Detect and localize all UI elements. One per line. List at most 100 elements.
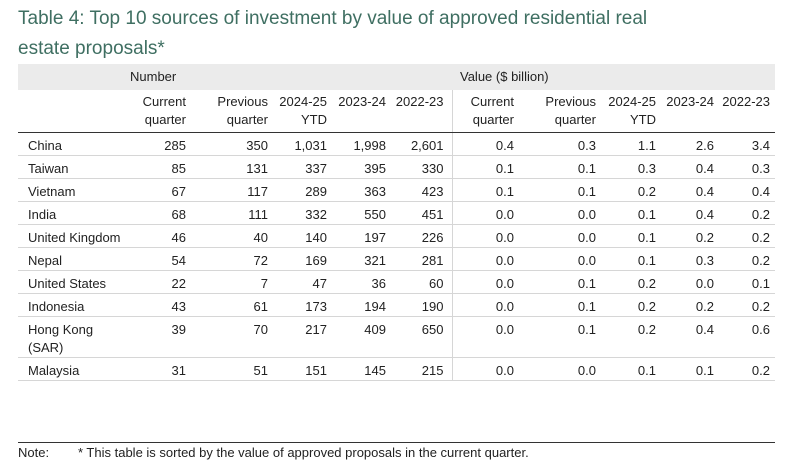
number-cell: 321 [327, 247, 386, 271]
table-row: China 285 350 1,031 1,998 2,601 0.4 0.3 1.1 2.6 3.… [18, 132, 775, 156]
table-row: Hong Kong (SAR) 39 70 217 409 650 0.0 0.1 0.2 0.4… [18, 316, 775, 358]
value-cell: 0.4 [452, 132, 514, 156]
country-cell: Indonesia [18, 293, 130, 317]
number-cell: 54 [130, 247, 186, 271]
value-cell: 0.1 [514, 155, 596, 179]
value-cell: 0.2 [596, 270, 656, 294]
country-cell: India [18, 201, 130, 225]
value-cell: 0.3 [656, 247, 714, 271]
table-row: Taiwan 85 131 337 395 330 0.1 0.1 0.3 0.4 0.3 [18, 155, 775, 179]
table-title: Table 4: Top 10 sources of investment by… [18, 8, 648, 59]
country-cell: Hong Kong (SAR) [18, 316, 130, 358]
value-cell: 0.3 [514, 132, 596, 156]
value-cell: 0.4 [656, 178, 714, 202]
group-header: Number [130, 64, 452, 90]
number-cell: 217 [268, 316, 327, 358]
country-cell: United States [18, 270, 130, 294]
number-cell: 46 [130, 224, 186, 248]
number-cell: 7 [186, 270, 268, 294]
country-cell: Vietnam [18, 178, 130, 202]
column-header: 2024-25 YTD [268, 90, 327, 133]
country-cell: United Kingdom [18, 224, 130, 248]
column-header: 2024-25 YTD [596, 90, 656, 133]
number-cell: 423 [386, 178, 453, 202]
country-cell: Nepal [18, 247, 130, 271]
column-header: 2023-24 [656, 90, 714, 133]
value-cell: 0.2 [656, 293, 714, 317]
value-cell: 0.0 [514, 201, 596, 225]
value-cell: 0.1 [714, 270, 775, 294]
column-header: 2022-23 [386, 90, 453, 133]
table-row: United States 22 7 47 36 60 0.0 0.1 0.2 0.0 0.1 [18, 270, 775, 294]
value-cell: 0.1 [514, 178, 596, 202]
table-row: United Kingdom 46 40 140 197 226 0.0 0.0 0.1 0.2 0… [18, 224, 775, 248]
number-cell: 285 [130, 132, 186, 156]
value-cell: 0.1 [596, 247, 656, 271]
number-cell: 39 [130, 316, 186, 358]
number-cell: 22 [130, 270, 186, 294]
number-cell: 650 [386, 316, 453, 358]
group-header-row: Number Value ($ billion) [18, 64, 775, 90]
number-cell: 1,031 [268, 132, 327, 156]
value-cell: 0.1 [514, 316, 596, 358]
value-cell: 0.2 [596, 178, 656, 202]
value-cell: 0.2 [714, 224, 775, 248]
column-header-row: Current quarter Previous quarter 2024-25 Y… [18, 90, 775, 133]
value-cell: 0.0 [452, 224, 514, 248]
column-header: Current quarter [130, 90, 186, 133]
number-cell: 85 [130, 155, 186, 179]
number-cell: 350 [186, 132, 268, 156]
value-cell: 0.0 [452, 247, 514, 271]
value-cell: 0.1 [452, 155, 514, 179]
number-cell: 51 [186, 357, 268, 381]
value-cell: 0.2 [596, 316, 656, 358]
value-cell: 0.4 [656, 201, 714, 225]
value-cell: 0.3 [596, 155, 656, 179]
note: Note: * This table is sorted by the valu… [18, 442, 775, 465]
blank [18, 64, 130, 90]
number-cell: 451 [386, 201, 453, 225]
value-cell: 0.1 [596, 224, 656, 248]
country-cell: China [18, 132, 130, 156]
value-cell: 0.2 [714, 201, 775, 225]
value-cell: 0.1 [514, 293, 596, 317]
value-cell: 0.0 [452, 270, 514, 294]
number-cell: 111 [186, 201, 268, 225]
table-row: Malaysia 31 51 151 145 215 0.0 0.0 0.1 0.1 0.2 [18, 357, 775, 381]
number-cell: 43 [130, 293, 186, 317]
number-cell: 190 [386, 293, 453, 317]
number-cell: 131 [186, 155, 268, 179]
value-cell: 0.4 [714, 178, 775, 202]
value-cell: 0.1 [596, 201, 656, 225]
value-cell: 0.1 [452, 178, 514, 202]
table-row: Indonesia 43 61 173 194 190 0.0 0.1 0.2 0.2 0.2 [18, 293, 775, 317]
value-cell: 0.0 [514, 357, 596, 381]
table-row: Vietnam 67 117 289 363 423 0.1 0.1 0.2 0.4 0.4 [18, 178, 775, 202]
number-cell: 226 [386, 224, 453, 248]
value-cell: 0.6 [714, 316, 775, 358]
value-cell: 0.0 [452, 293, 514, 317]
value-cell: 0.0 [452, 316, 514, 358]
data-table: Number Value ($ billion) Current quarter… [18, 64, 775, 381]
value-cell: 0.1 [514, 270, 596, 294]
number-cell: 2,601 [386, 132, 453, 156]
value-cell: 0.3 [714, 155, 775, 179]
value-cell: 0.2 [656, 224, 714, 248]
group-header: Value ($ billion) [452, 64, 775, 90]
number-cell: 117 [186, 178, 268, 202]
number-cell: 550 [327, 201, 386, 225]
note-label: Note: [18, 445, 50, 460]
number-cell: 72 [186, 247, 268, 271]
number-cell: 289 [268, 178, 327, 202]
number-cell: 194 [327, 293, 386, 317]
value-cell: 0.1 [656, 357, 714, 381]
number-cell: 395 [327, 155, 386, 179]
number-cell: 215 [386, 357, 453, 381]
table-row: Nepal 54 72 169 321 281 0.0 0.0 0.1 0.3 0.2 [18, 247, 775, 271]
number-cell: 36 [327, 270, 386, 294]
number-cell: 40 [186, 224, 268, 248]
column-header: Current quarter [452, 90, 514, 133]
number-cell: 31 [130, 357, 186, 381]
table-body: China 285 350 1,031 1,998 2,601 0.4 0.3 1.1 2.6 3.… [18, 132, 775, 381]
